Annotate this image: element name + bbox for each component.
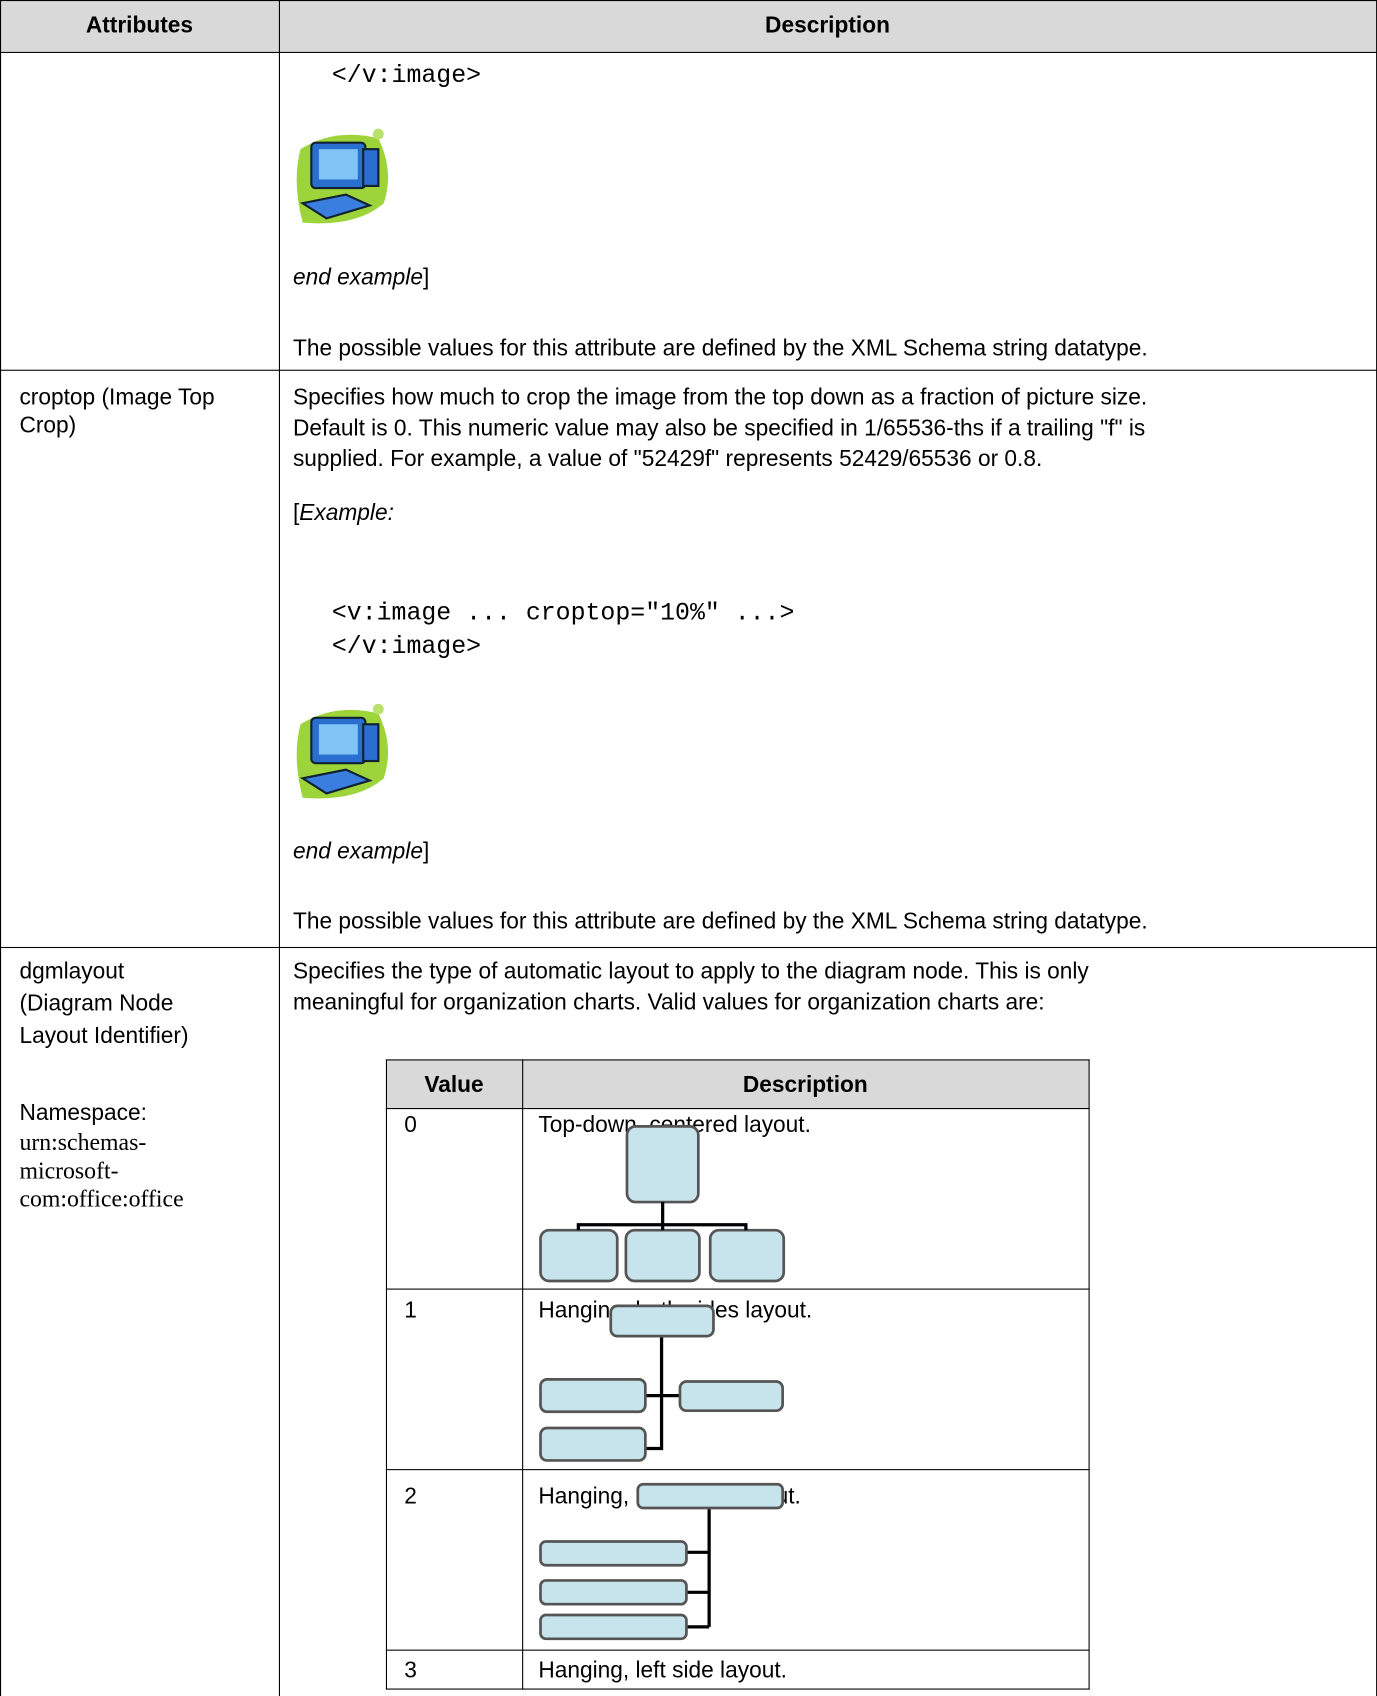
border	[385, 1108, 1090, 1110]
border	[0, 946, 1377, 949]
border	[385, 1688, 1090, 1690]
paragraph-line: Specifies how much to crop the image fro…	[292, 384, 1148, 410]
attribute-name: (Diagram Node	[19, 991, 174, 1017]
border	[0, 51, 1377, 53]
attribute-name: Crop)	[19, 412, 77, 438]
layout-diagram	[539, 1482, 784, 1641]
image-icon	[296, 703, 389, 799]
namespace: microsoft-	[19, 1156, 119, 1184]
border	[385, 1469, 1090, 1471]
header-background	[0, 0, 1377, 52]
code: <v:image ... croptop="10%" ...>	[331, 598, 795, 627]
attribute-name: dgmlayout	[19, 958, 125, 984]
border	[522, 1059, 524, 1690]
text: ]	[422, 838, 430, 864]
border	[385, 1059, 387, 1690]
border	[0, 369, 1377, 371]
paragraph: The possible values for this attribute a…	[292, 336, 1148, 362]
layout-diagram	[539, 1304, 784, 1462]
border	[0, 0, 2, 1696]
example-end: end example]	[293, 264, 429, 292]
value-description: Hanging, left side layout.	[538, 1658, 787, 1684]
namespace-label: Namespace:	[19, 1100, 147, 1126]
border	[385, 1288, 1090, 1290]
value: 2	[404, 1484, 417, 1510]
italic-text: end example	[292, 838, 423, 864]
border	[278, 0, 280, 1696]
value: 1	[404, 1298, 417, 1324]
example-start: [Example:	[293, 499, 394, 527]
image-icon	[296, 128, 389, 224]
border	[1088, 1059, 1090, 1690]
attribute-name: Layout Identifier)	[19, 1023, 189, 1049]
paragraph-line: supplied. For example, a value of "52429…	[292, 446, 1043, 472]
text: [	[292, 500, 300, 526]
text: ]	[422, 264, 430, 290]
border	[385, 1649, 1090, 1651]
value: 3	[404, 1658, 417, 1684]
paragraph-line: Specifies the type of automatic layout t…	[292, 958, 1089, 984]
paragraph: The possible values for this attribute a…	[292, 909, 1148, 934]
namespace: urn:schemas-	[19, 1128, 147, 1156]
namespace: com:office:office	[19, 1184, 184, 1212]
example-end: end example]	[293, 838, 429, 866]
border	[385, 1059, 1090, 1061]
paragraph-line: meaningful for organization charts. Vali…	[292, 990, 1045, 1016]
column-header: Description	[765, 12, 890, 38]
column-header: Value	[424, 1072, 484, 1098]
column-header: Attributes	[85, 12, 194, 38]
value: 0	[404, 1112, 417, 1138]
paragraph-line: Default is 0. This numeric value may als…	[292, 416, 1146, 442]
code: </v:image>	[331, 632, 482, 661]
code: </v:image>	[331, 61, 482, 90]
layout-diagram	[539, 1125, 786, 1283]
italic-text: Example:	[299, 500, 394, 526]
attribute-name: croptop (Image Top	[19, 384, 215, 410]
header-background	[385, 1059, 1089, 1109]
italic-text: end example	[292, 264, 423, 290]
border	[0, 0, 1377, 2]
column-header: Description	[742, 1072, 868, 1098]
